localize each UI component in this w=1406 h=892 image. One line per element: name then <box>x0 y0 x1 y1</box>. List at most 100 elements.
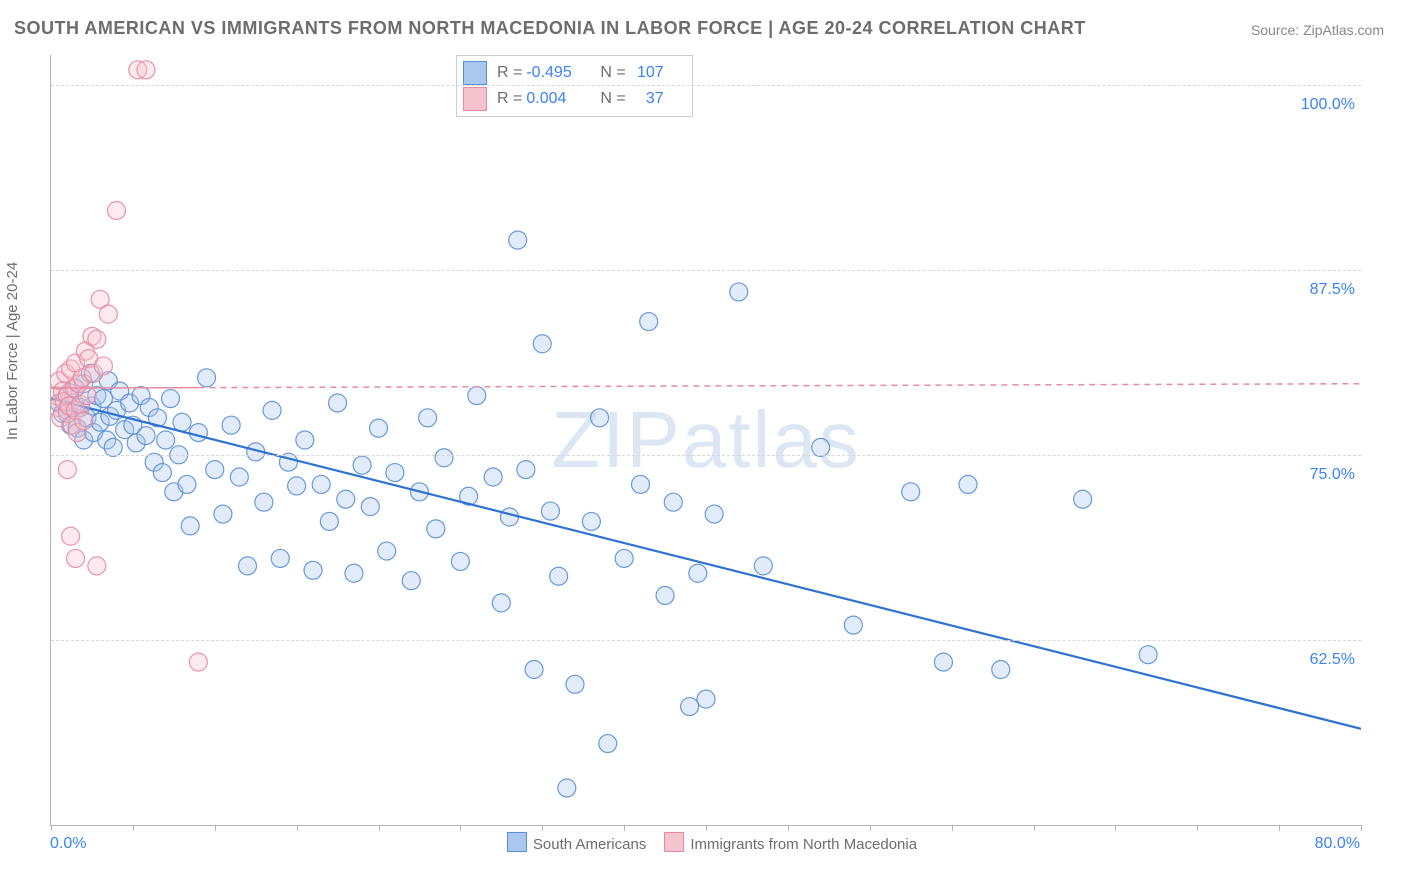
legend-row: R =-0.495N =107 <box>463 60 682 86</box>
legend-n-label: N = <box>600 86 625 112</box>
data-point <box>934 653 952 671</box>
data-point <box>255 493 273 511</box>
data-point <box>222 416 240 434</box>
data-point <box>137 61 155 79</box>
data-point <box>345 564 363 582</box>
data-point <box>181 517 199 535</box>
legend-n-value: 37 <box>630 86 664 112</box>
data-point <box>78 387 96 405</box>
data-point <box>468 387 486 405</box>
data-point <box>492 594 510 612</box>
data-point <box>533 335 551 353</box>
data-point <box>304 561 322 579</box>
x-tick <box>460 825 461 831</box>
data-point <box>329 394 347 412</box>
data-point <box>689 564 707 582</box>
data-point <box>173 413 191 431</box>
x-tick <box>51 825 52 831</box>
data-point <box>844 616 862 634</box>
data-point <box>361 498 379 516</box>
data-point <box>378 542 396 560</box>
data-point <box>104 438 122 456</box>
data-point <box>108 201 126 219</box>
data-point <box>656 586 674 604</box>
data-point <box>664 493 682 511</box>
data-point <box>157 431 175 449</box>
data-point <box>296 431 314 449</box>
y-tick-label: 87.5% <box>1310 281 1355 299</box>
data-point <box>550 567 568 585</box>
x-tick <box>1115 825 1116 831</box>
y-axis-label: In Labor Force | Age 20-24 <box>4 262 21 440</box>
data-point <box>517 461 535 479</box>
data-point <box>541 502 559 520</box>
legend-r-value: 0.004 <box>526 86 582 112</box>
x-tick <box>1034 825 1035 831</box>
data-point <box>178 475 196 493</box>
data-point <box>754 557 772 575</box>
data-point <box>99 305 117 323</box>
data-point <box>582 512 600 530</box>
data-point <box>591 409 609 427</box>
legend-r-value: -0.495 <box>526 60 582 86</box>
data-point <box>558 779 576 797</box>
data-point <box>902 483 920 501</box>
data-point <box>1139 646 1157 664</box>
data-point <box>58 461 76 479</box>
x-tick <box>1361 825 1362 831</box>
x-tick <box>542 825 543 831</box>
gridline <box>51 455 1361 456</box>
data-point <box>681 698 699 716</box>
x-tick <box>1197 825 1198 831</box>
legend-swatch <box>463 61 487 85</box>
data-point <box>566 675 584 693</box>
data-point <box>271 549 289 567</box>
source-attribution: Source: ZipAtlas.com <box>1251 22 1384 38</box>
y-tick-label: 100.0% <box>1301 96 1355 114</box>
x-tick <box>1279 825 1280 831</box>
data-point <box>162 390 180 408</box>
data-point <box>640 313 658 331</box>
data-point <box>615 549 633 567</box>
data-point <box>730 283 748 301</box>
gridline <box>51 85 1361 86</box>
data-point <box>75 412 93 430</box>
data-point <box>353 456 371 474</box>
data-point <box>427 520 445 538</box>
x-tick <box>297 825 298 831</box>
x-tick <box>624 825 625 831</box>
legend-swatch <box>507 832 527 852</box>
data-point <box>312 475 330 493</box>
data-point <box>239 557 257 575</box>
y-tick-label: 75.0% <box>1310 466 1355 484</box>
x-tick <box>870 825 871 831</box>
data-point <box>812 438 830 456</box>
data-point <box>189 653 207 671</box>
chart-title: SOUTH AMERICAN VS IMMIGRANTS FROM NORTH … <box>14 18 1086 39</box>
gridline <box>51 270 1361 271</box>
data-point <box>189 424 207 442</box>
data-point <box>88 557 106 575</box>
data-point <box>88 330 106 348</box>
data-point <box>263 401 281 419</box>
legend-n-value: 107 <box>630 60 664 86</box>
legend-n-label: N = <box>600 60 625 86</box>
data-point <box>198 369 216 387</box>
data-point <box>992 661 1010 679</box>
data-point <box>525 661 543 679</box>
data-point <box>509 231 527 249</box>
data-point <box>137 427 155 445</box>
scatter-svg <box>51 55 1361 825</box>
data-point <box>153 464 171 482</box>
correlation-legend: R =-0.495N =107R =0.004N =37 <box>456 55 693 117</box>
data-point <box>94 357 112 375</box>
legend-swatch <box>664 832 684 852</box>
data-point <box>62 527 80 545</box>
x-tick <box>133 825 134 831</box>
legend-swatch <box>463 87 487 111</box>
data-point <box>386 464 404 482</box>
x-tick <box>379 825 380 831</box>
data-point <box>337 490 355 508</box>
data-point <box>1074 490 1092 508</box>
data-point <box>67 549 85 567</box>
